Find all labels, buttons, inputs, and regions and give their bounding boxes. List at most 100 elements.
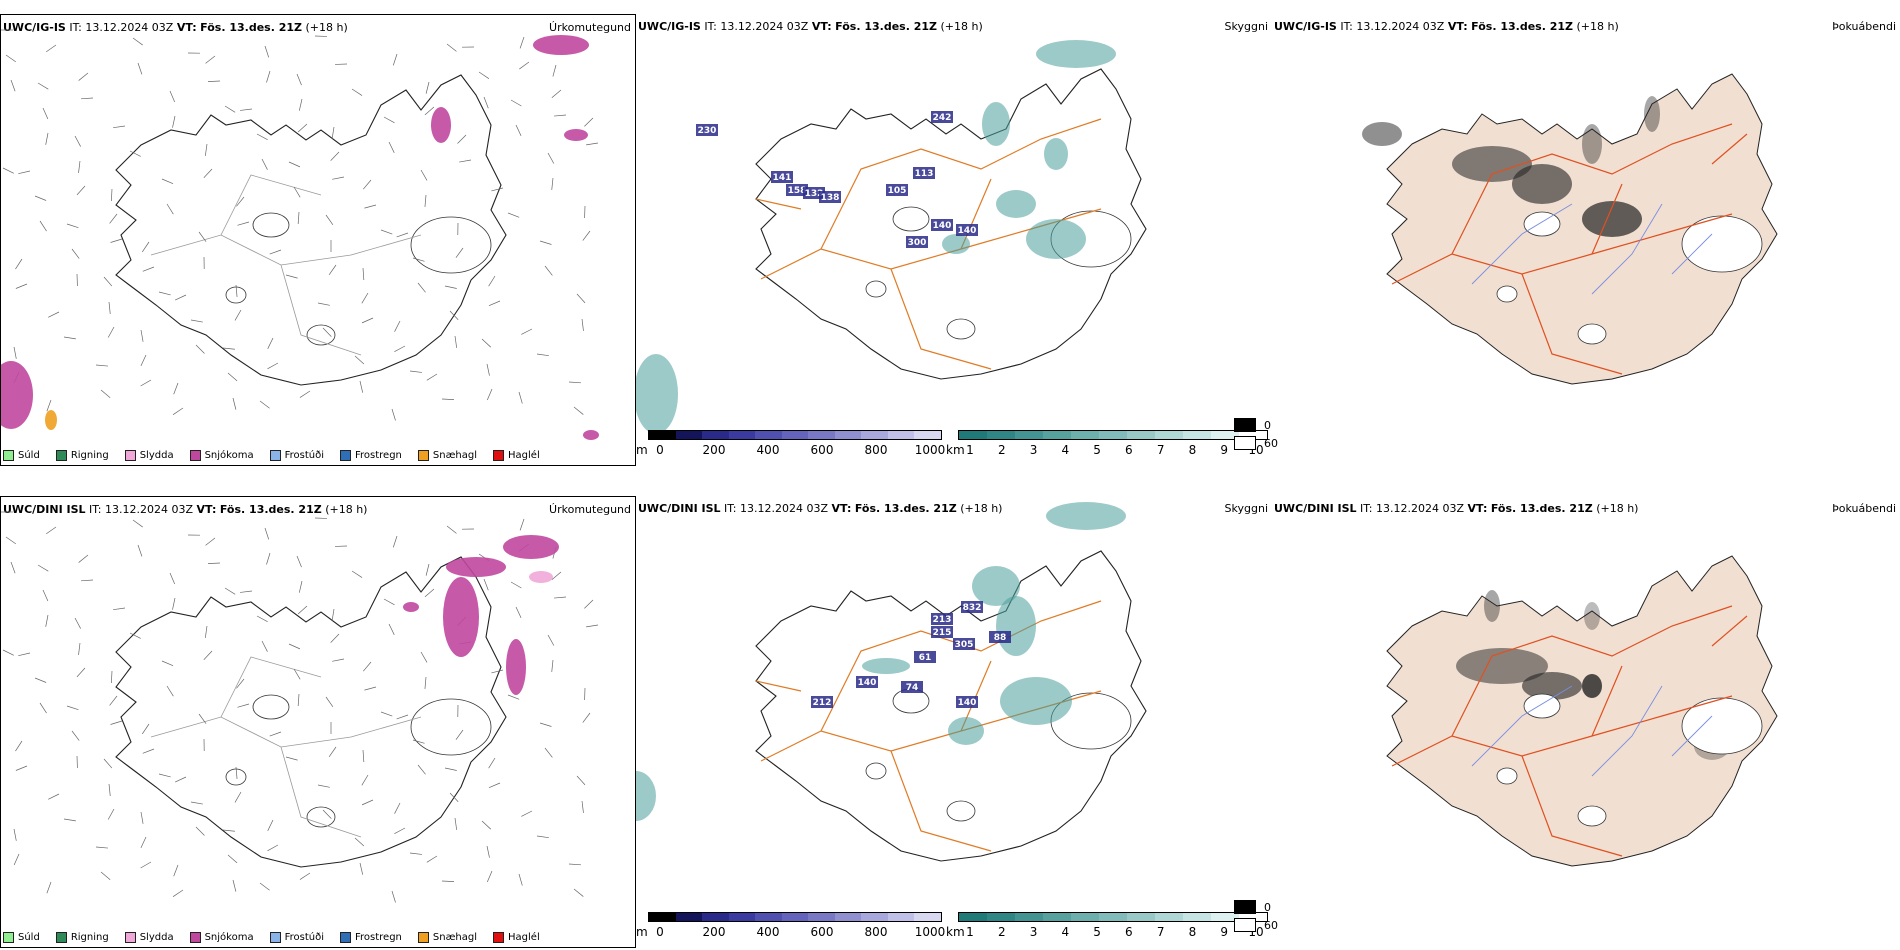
precip-panel-row2: UWC/DINI ISL IT: 13.12.2024 03Z VT: Fös.… (0, 496, 636, 948)
wind-barb (536, 353, 549, 357)
road (150, 656, 422, 838)
colorbar-tick: 3 (1029, 443, 1038, 457)
cloudbase-patch (886, 184, 908, 196)
wind-barb (483, 578, 489, 591)
glacier-outline (410, 698, 492, 756)
wind-barb (34, 677, 47, 683)
wind-barb (457, 134, 467, 144)
low-visibility-area (636, 354, 678, 434)
wind-barb (95, 364, 108, 367)
wind-barb (455, 247, 464, 258)
wind-barb (76, 667, 86, 678)
colorbar-tick: 4 (1061, 925, 1070, 939)
legend-swatch (493, 932, 505, 943)
fog-area (1582, 124, 1602, 164)
wind-barb (288, 643, 301, 650)
wind-barb (424, 676, 427, 689)
wind-barb (166, 203, 174, 215)
precip-map (1, 29, 599, 440)
colorbar-strip (958, 912, 1268, 922)
colorbar-tick: 1 (966, 925, 974, 939)
wind-barb (298, 98, 303, 111)
wind-barb (544, 265, 553, 276)
wind-barb (354, 837, 365, 847)
wind-barb (78, 72, 89, 81)
colorbar-swatch (1239, 913, 1267, 921)
legend-swatch (189, 450, 201, 461)
panel-title: Þokuábendi (1832, 20, 1896, 33)
wind-barb (331, 126, 335, 139)
wind-barb (392, 53, 398, 66)
wind-barb (132, 37, 143, 46)
wind-barb (322, 327, 332, 337)
iceland-map (115, 74, 507, 386)
wind-barb (362, 749, 365, 762)
wind-barb (132, 519, 143, 528)
cloudbase-patch (771, 171, 793, 183)
wind-barb (261, 158, 268, 170)
legend-swatch (493, 450, 505, 461)
wind-barb (259, 882, 270, 891)
wind-barb (172, 407, 184, 416)
wind-barb (547, 152, 555, 164)
legend-swatch (417, 450, 429, 461)
wind-barb (15, 765, 28, 771)
wind-barb (76, 185, 86, 196)
colorbar-swatch (781, 913, 809, 921)
wind-barb (359, 380, 364, 393)
wind-barb (518, 873, 523, 886)
colorbar-swatch (1127, 431, 1155, 439)
wind-barb (2, 167, 14, 174)
wind-barb (394, 827, 406, 834)
wind-barb (267, 362, 279, 370)
colorbar-swatch (834, 431, 862, 439)
cloudbase-label: 300 (908, 238, 927, 248)
colorbar-swatch (914, 431, 942, 439)
glacier-outline (865, 762, 887, 780)
wind-barb (293, 186, 301, 198)
wind-barb (140, 836, 147, 849)
iceland-map (1386, 555, 1778, 867)
cloudbase-patch (961, 601, 983, 613)
legend-swatch (417, 932, 429, 943)
wind-barb (172, 597, 176, 610)
colorbar-swatch (987, 431, 1015, 439)
fog-swatch-60 (1234, 918, 1256, 932)
wind-barb (63, 818, 76, 822)
wind-barb (330, 151, 340, 161)
wind-barb (459, 159, 472, 163)
colorbar-swatch (1183, 431, 1211, 439)
colorbar-tick: 0 (656, 443, 664, 457)
cloudbase-label: 140 (933, 221, 952, 231)
wind-barb (488, 300, 501, 307)
precip-area (583, 430, 599, 440)
cloudbase-patch (931, 111, 953, 123)
glacier-outline (252, 694, 290, 720)
wind-barb (129, 150, 141, 157)
glacier (1681, 215, 1763, 273)
wind-barb (449, 792, 459, 803)
wind-barb (573, 406, 584, 415)
wind-barb (45, 44, 57, 53)
wind-barb (227, 854, 238, 864)
colorbar-swatch (675, 431, 703, 439)
wind-barb (510, 581, 522, 589)
cloudbase-label: 832 (963, 603, 982, 613)
legend-item: Slydda (124, 450, 174, 461)
wind-barb (317, 784, 330, 788)
wind-barb (539, 240, 552, 245)
legend-item: Haglél (493, 932, 540, 943)
wind-barb (568, 381, 581, 384)
wind-barb (544, 747, 553, 758)
colorbar-tick: 5 (1093, 925, 1101, 939)
colorbar-strip (958, 430, 1268, 440)
colorbar-swatch (1183, 913, 1211, 921)
colorbar-swatch (1043, 913, 1071, 921)
wind-barb (322, 809, 332, 819)
wind-barb (486, 870, 493, 883)
wind-barb (568, 863, 581, 866)
colorbar-tick: 400 (756, 925, 780, 939)
wind-barb (424, 194, 427, 207)
iceland-map (755, 68, 1147, 380)
